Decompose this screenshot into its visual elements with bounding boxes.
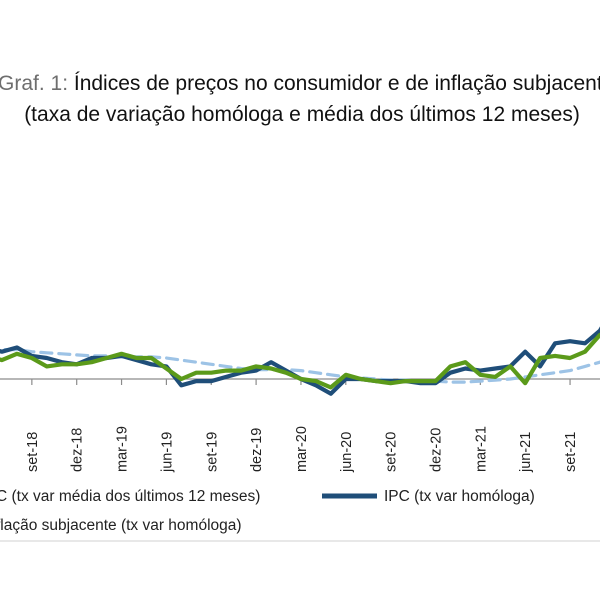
x-axis-tick-labels: set-18 dez-18 mar-19 jun-19 set-19 dez-19 mar-…	[25, 426, 579, 473]
legend-label-subjacente: flação subjacente (tx var homóloga)	[0, 517, 242, 534]
x-tick-label: set-19	[204, 432, 220, 472]
x-tick-label: dez-18	[70, 428, 86, 472]
x-tick-label: jun-21	[518, 432, 534, 473]
x-tick-label: set-18	[25, 432, 41, 472]
legend: C (tx var média dos últimos 12 meses) IP…	[0, 488, 535, 534]
x-tick-label: mar-20	[294, 426, 310, 472]
x-tick-label: mar-21	[473, 426, 489, 472]
plot-area: set-18 dez-18 mar-19 jun-19 set-19 dez-19 mar-…	[0, 326, 600, 473]
chart-title-prefix: Graf. 1:	[0, 72, 68, 95]
legend-label-ipc-homologa: IPC (tx var homóloga)	[384, 488, 535, 505]
chart-title-line1: Graf. 1: Índices de preços no consumidor…	[0, 72, 600, 95]
x-tick-label: set-21	[563, 432, 579, 472]
x-tick-label: mar-19	[115, 426, 131, 472]
x-tick-label: jun-20	[339, 432, 355, 473]
series-line-subjacente	[0, 332, 600, 390]
series-layer	[0, 326, 600, 396]
chart-title-line2: (taxa de variação homóloga e média dos ú…	[24, 103, 580, 126]
chart-title-main: Índices de preços no consumidor e de inf…	[68, 72, 600, 95]
legend-label-ipc-media: C (tx var média dos últimos 12 meses)	[0, 488, 260, 505]
x-tick-label: dez-19	[249, 428, 265, 472]
x-tick-label: dez-20	[429, 428, 445, 472]
x-tick-label: jun-19	[159, 432, 175, 473]
x-tick-label: set-20	[384, 432, 400, 472]
